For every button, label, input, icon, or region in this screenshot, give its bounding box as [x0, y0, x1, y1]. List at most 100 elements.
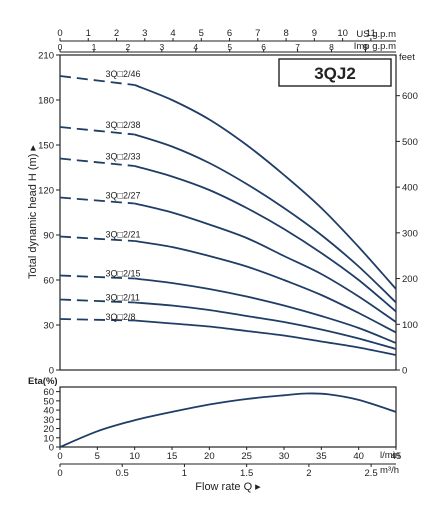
feet-tick-label: 600	[402, 91, 418, 102]
head-curve-dashed-segment	[59, 318, 135, 322]
feet-tick-label: 0	[402, 366, 407, 377]
head-curve-dashed-segment	[59, 157, 135, 167]
chart-title: 3QJ2	[314, 64, 356, 83]
imp-gpm-tick-label: 6	[261, 42, 266, 52]
head-curve-dashed-segment	[59, 274, 135, 280]
head-curve	[134, 202, 397, 323]
head-curve	[134, 84, 397, 290]
head-y-axis-title: Total dynamic head H (m) ▸	[27, 145, 39, 279]
imp-gpm-axis-label: Imp g.p.m	[354, 41, 396, 52]
head-y-tick-label: 0	[49, 366, 54, 377]
feet-tick-label: 100	[402, 320, 418, 331]
head-curve-label: 3Q□2/46	[106, 69, 141, 79]
lpm-tick-label: 20	[204, 451, 215, 462]
eta-y-tick-label: 10	[43, 433, 54, 444]
us-gpm-tick-label: 3	[142, 28, 147, 39]
us-gpm-tick-label: 0	[57, 28, 62, 39]
head-y-tick-label: 180	[38, 96, 54, 107]
us-gpm-tick-label: 9	[312, 28, 317, 39]
head-y-tick-label: 30	[43, 321, 54, 332]
eta-y-tick-label: 30	[43, 415, 54, 426]
head-curve	[134, 165, 397, 313]
feet-tick-label: 400	[402, 183, 418, 194]
head-curves: 3Q□2/46 3Q□2/38 3Q□2/33 3Q□2/27 3Q□2/21 3Q□2/…	[59, 69, 397, 356]
model-box	[278, 58, 392, 87]
lpm-tick-label: 5	[95, 451, 100, 462]
head-curve-label: 3Q□2/11	[106, 293, 140, 303]
feet-tick-label: 200	[402, 274, 418, 285]
eta-plot-frame	[59, 386, 397, 448]
lpm-tick-label: 30	[279, 451, 290, 462]
head-plot-frame	[59, 54, 397, 371]
imp-gpm-tick-label: 1	[92, 42, 97, 52]
feet-axis-label: feet	[399, 52, 415, 63]
head-curve-label: 3Q□2/15	[106, 269, 141, 279]
m3h-tick-label: 1.5	[240, 468, 253, 479]
m3h-tick-label: 0	[57, 468, 62, 479]
lpm-tick-label: 40	[353, 451, 364, 462]
flow-rate-axis-title: Flow rate Q ▸	[195, 481, 261, 493]
head-curve-label: 3Q□2/21	[106, 230, 141, 240]
lpm-tick-label: 35	[316, 451, 327, 462]
head-y-tick-label: 120	[38, 186, 54, 197]
head-curve-dashed-segment	[59, 126, 135, 136]
head-curve-dashed-segment	[59, 235, 135, 242]
imp-gpm-tick-label: 5	[227, 42, 232, 52]
us-gpm-tick-label: 7	[255, 28, 260, 39]
head-curve-label: 3Q□2/8	[106, 312, 136, 322]
imp-gpm-tick-label: 3	[159, 42, 164, 52]
lpm-tick-label: 25	[241, 451, 252, 462]
m3h-tick-label: 1	[182, 468, 187, 479]
m3h-tick-label: 2	[306, 468, 311, 479]
us-gpm-tick-label: 11	[366, 28, 376, 39]
us-gpm-tick-label: 1	[86, 28, 91, 39]
us-gpm-tick-label: 2	[114, 28, 119, 39]
eta-y-tick-label: 20	[43, 424, 54, 435]
head-curve	[134, 240, 397, 334]
feet-tick-label: 300	[402, 228, 418, 239]
lpm-tick-label: 0	[57, 451, 62, 462]
head-y-tick-label: 210	[38, 51, 54, 62]
m3h-axis-label: m³/h	[380, 465, 399, 476]
m3h-tick-label: 2.5	[365, 468, 378, 479]
imp-gpm-tick-label: 0	[58, 42, 63, 52]
head-curve	[134, 133, 397, 304]
head-y-tick-label: 60	[43, 276, 54, 287]
imp-gpm-tick-label: 2	[126, 42, 131, 52]
us-gpm-axis-label: US g.p.m	[356, 29, 396, 40]
head-y-tick-label: 150	[38, 141, 54, 152]
head-curve-label: 3Q□2/33	[106, 152, 141, 162]
us-gpm-tick-label: 10	[337, 28, 348, 39]
imp-gpm-tick-label: 8	[329, 42, 334, 52]
eta-y-tick-label: 50	[43, 396, 54, 407]
eta-curve	[59, 392, 397, 448]
head-curve-dashed-segment	[59, 298, 135, 304]
imp-gpm-tick-label: 4	[193, 42, 198, 52]
eta-curve-group	[59, 392, 397, 448]
us-gpm-tick-label: 8	[283, 28, 288, 39]
head-y-tick-label: 90	[43, 231, 54, 242]
head-curve-dashed-segment	[59, 75, 135, 86]
lpm-axis-label: l/min	[380, 450, 400, 461]
head-curve-label: 3Q□2/38	[106, 120, 141, 130]
feet-tick-label: 500	[402, 137, 418, 148]
eta-y-tick-label: 0	[49, 443, 54, 454]
us-gpm-tick-label: 5	[199, 28, 204, 39]
eta-y-axis-title: Eta(%)	[28, 376, 58, 387]
us-gpm-tick-label: 4	[170, 28, 175, 39]
m3h-tick-label: 0.5	[116, 468, 129, 479]
head-curve	[134, 319, 397, 356]
head-curve-dashed-segment	[59, 196, 135, 205]
lpm-tick-label: 45	[391, 451, 402, 462]
head-curve	[134, 277, 397, 344]
lpm-tick-label: 10	[129, 451, 140, 462]
us-gpm-tick-label: 6	[227, 28, 232, 39]
eta-y-tick-label: 60	[43, 387, 54, 398]
imp-gpm-tick-label: 7	[295, 42, 300, 52]
imp-gpm-tick-label: 9	[363, 42, 368, 52]
head-curve	[134, 301, 397, 350]
lpm-tick-label: 15	[167, 451, 178, 462]
